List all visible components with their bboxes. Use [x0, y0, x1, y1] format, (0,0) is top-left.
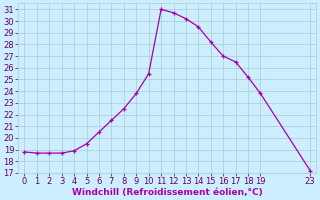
X-axis label: Windchill (Refroidissement éolien,°C): Windchill (Refroidissement éolien,°C): [72, 188, 263, 197]
